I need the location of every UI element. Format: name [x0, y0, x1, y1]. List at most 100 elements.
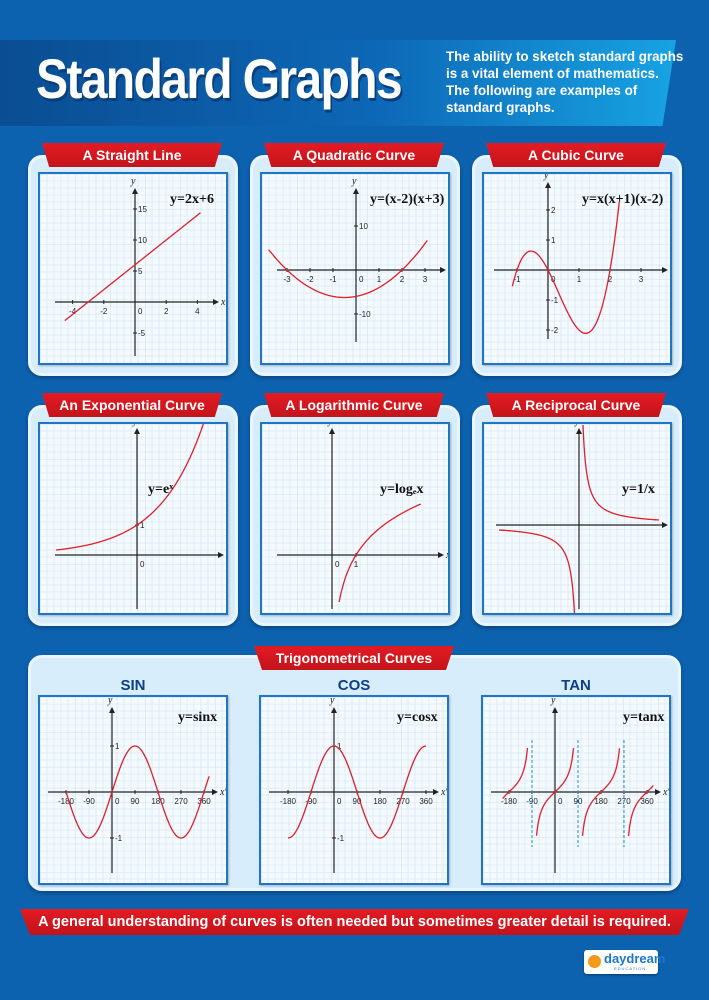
y-arrow-icon — [331, 707, 337, 713]
y-arrow-icon — [132, 188, 138, 194]
graph-title: An Exponential Curve — [42, 393, 222, 417]
y-tick-label: 1 — [337, 742, 342, 751]
trig-box: x° y -180 -90 90 180 270 360 1 -1 0 y=sinx — [38, 695, 228, 885]
grid — [40, 697, 226, 883]
origin-label: 0 — [335, 560, 340, 569]
equation-label: y=cosx — [397, 710, 438, 725]
origin-label: 0 — [140, 560, 145, 569]
graph-canvas: x y 1 0 — [262, 424, 448, 613]
x-tick-label: 270 — [174, 797, 188, 806]
x-tick-label: 2 — [400, 275, 405, 284]
y-axis-label: y — [130, 176, 136, 187]
equation-label: y=eˣ — [148, 482, 174, 497]
x-tick-label: 270 — [396, 797, 410, 806]
y-axis-label: y — [574, 424, 580, 427]
y-tick-label: -5 — [138, 329, 146, 338]
x-tick-label: -180 — [58, 797, 75, 806]
y-arrow-icon — [545, 182, 551, 188]
x-tick-label: 360 — [640, 797, 654, 806]
x-tick-label: 180 — [373, 797, 387, 806]
origin-label: 0 — [558, 797, 563, 806]
x-arrow-icon — [213, 299, 219, 305]
y-arrow-icon — [134, 428, 140, 434]
x-tick-label: -1 — [329, 275, 337, 284]
x-arrow-icon — [655, 789, 661, 795]
trig-ribbon: Trigonometrical Curves — [254, 646, 454, 670]
x-tick-label: 90 — [131, 797, 140, 806]
function-curve — [499, 424, 659, 613]
x-tick-label: -4 — [69, 307, 77, 316]
y-axis-label: y — [132, 424, 138, 427]
graph-box: x y 1 0 y=eˣ — [38, 422, 228, 615]
y-tick-label: -2 — [551, 326, 559, 335]
function-curve — [511, 201, 620, 335]
origin-label: 0 — [551, 275, 556, 284]
y-tick-label: 10 — [138, 236, 147, 245]
trig-name: COS — [337, 677, 371, 694]
x-tick-label: 1 — [377, 275, 382, 284]
y-tick-label: -10 — [359, 310, 371, 319]
x-tick-label: -90 — [83, 797, 95, 806]
graph-title: A Cubic Curve — [486, 143, 666, 167]
x-axis-label: x — [669, 520, 670, 531]
daydream-logo: daydream EDUCATION — [584, 950, 665, 974]
grid — [261, 697, 447, 883]
y-arrow-icon — [109, 707, 115, 713]
graph-canvas: x y -1 1 2 3 2 1 -1 -2 0 — [484, 174, 670, 363]
header-banner — [0, 40, 676, 126]
x-axis-label: x — [447, 265, 448, 276]
equation-label: y=logₑx — [380, 482, 424, 497]
graph-title: A Logarithmic Curve — [264, 393, 444, 417]
origin-label: 0 — [337, 797, 342, 806]
equation-label: y=sinx — [178, 710, 218, 725]
grid — [484, 174, 670, 363]
x-axis-label: x° — [219, 787, 226, 798]
x-axis-label: x — [220, 297, 226, 308]
logo-sub: EDUCATION — [614, 966, 647, 971]
x-axis-label: x — [669, 265, 670, 276]
y-arrow-icon — [552, 707, 558, 713]
page-description: The ability to sketch standard graphs is… — [446, 49, 684, 115]
y-axis-label: y — [550, 697, 556, 706]
origin-label: 0 — [138, 307, 143, 316]
y-axis-label: y — [329, 697, 335, 706]
grid — [483, 697, 669, 883]
function-curve — [65, 745, 210, 839]
x-arrow-icon — [438, 552, 444, 558]
x-tick-label: -2 — [306, 275, 314, 284]
equation-label: y=2x+6 — [170, 192, 214, 207]
y-arrow-icon — [329, 428, 335, 434]
trig-name: TAN — [561, 677, 591, 694]
x-tick-label: 360 — [197, 797, 211, 806]
page-title: Standard Graphs — [36, 47, 403, 110]
y-arrow-icon — [576, 428, 582, 434]
graph-title: A Quadratic Curve — [264, 143, 444, 167]
y-tick-label: -1 — [337, 834, 345, 843]
x-tick-label: -1 — [513, 275, 521, 284]
x-tick-label: 2 — [608, 275, 613, 284]
function-curve — [268, 240, 428, 299]
logo-brand: daydream — [604, 951, 666, 966]
trig-name: SIN — [120, 677, 146, 694]
equation-label: y=1/x — [622, 482, 655, 497]
y-tick-label: 1 — [115, 742, 120, 751]
x-axis-label: x° — [440, 787, 447, 798]
x-axis-label: x — [445, 550, 448, 561]
equation-label: y=x(x+1)(x-2) — [582, 192, 664, 207]
y-tick-label: 1 — [551, 236, 556, 245]
logo-icon — [588, 955, 601, 968]
y-axis-label: y — [107, 697, 113, 706]
graph-title: A Reciprocal Curve — [486, 393, 666, 417]
graph-box: x y -1 1 2 3 2 1 -1 -2 0 y=x(x+1)(x-2) — [482, 172, 672, 365]
graph-canvas: x° y -180 -90 90 180 270 360 1 -1 0 — [40, 697, 226, 883]
x-tick-label: 3 — [423, 275, 428, 284]
grid — [40, 174, 226, 363]
grid — [262, 174, 448, 363]
y-axis-label: y — [543, 174, 549, 181]
graph-box: x y -3 -2 -1 1 2 3 10 -10 0 y=(x-2)(x+3) — [260, 172, 450, 365]
x-arrow-icon — [662, 522, 668, 528]
origin-label: 0 — [115, 797, 120, 806]
graph-box: x y 1 0 y=logₑx — [260, 422, 450, 615]
